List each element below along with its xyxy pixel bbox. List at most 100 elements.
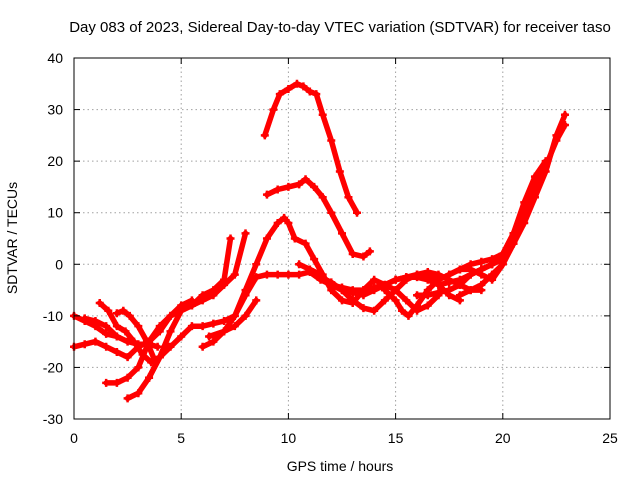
data-point <box>166 327 175 336</box>
data-point <box>80 314 89 323</box>
data-point <box>466 265 475 274</box>
y-tick-label: 40 <box>47 50 63 66</box>
data-point <box>123 353 132 362</box>
data-point <box>310 182 319 191</box>
data-point <box>130 337 139 346</box>
data-point <box>134 322 143 331</box>
data-point <box>455 265 464 274</box>
data-point <box>391 296 400 305</box>
data-point <box>80 340 89 349</box>
data-point <box>220 275 229 284</box>
data-point <box>292 79 301 88</box>
data-point <box>252 260 261 269</box>
data-point <box>477 270 486 279</box>
data-point <box>95 298 104 307</box>
data-point <box>301 175 310 184</box>
data-point <box>295 180 304 189</box>
y-tick-label: -20 <box>43 359 63 375</box>
data-point <box>560 121 569 130</box>
data-point <box>488 275 497 284</box>
data-point <box>284 219 293 228</box>
data-point <box>327 136 336 145</box>
data-point <box>164 342 173 351</box>
data-point <box>155 353 164 362</box>
data-point <box>353 208 362 217</box>
data-point <box>280 213 289 222</box>
data-point <box>138 350 147 359</box>
data-point <box>335 167 344 176</box>
data-point <box>134 389 143 398</box>
data-point <box>166 311 175 320</box>
data-point <box>125 311 134 320</box>
data-point <box>520 203 529 212</box>
x-tick-label: 15 <box>388 430 404 446</box>
data-point <box>112 347 121 356</box>
data-point <box>209 337 218 346</box>
data-point <box>455 275 464 284</box>
data-point <box>269 105 278 114</box>
data-point <box>318 193 327 202</box>
series-satellite-11 <box>80 314 121 341</box>
data-point <box>241 291 250 300</box>
data-point <box>423 301 432 310</box>
data-point <box>187 296 196 305</box>
series-satellite-12 <box>205 296 261 341</box>
series-satellite-10 <box>112 306 160 367</box>
data-point <box>262 190 271 199</box>
data-point <box>370 275 379 284</box>
data-point <box>230 270 239 279</box>
data-point <box>102 378 111 387</box>
y-tick-label: 0 <box>55 256 63 272</box>
data-point <box>498 260 507 269</box>
data-point <box>445 286 454 295</box>
data-point <box>413 291 422 300</box>
data-point <box>112 309 121 318</box>
series-satellite-4 <box>145 268 464 382</box>
plot-frame <box>73 57 611 420</box>
data-point <box>198 291 207 300</box>
series-satellite-2 <box>262 175 374 261</box>
data-point <box>252 273 261 282</box>
data-point <box>230 322 239 331</box>
data-point <box>327 278 336 287</box>
data-point <box>434 288 443 297</box>
data-point <box>209 286 218 295</box>
data-point <box>112 332 121 341</box>
data-point <box>220 317 229 326</box>
x-tick-label: 10 <box>281 430 297 446</box>
series-layer <box>70 79 569 403</box>
data-point <box>252 296 261 305</box>
y-tick-label: 20 <box>47 153 63 169</box>
data-point <box>91 317 100 326</box>
data-point <box>260 131 269 140</box>
data-point <box>541 162 550 171</box>
x-tick-label: 25 <box>602 430 618 446</box>
data-point <box>327 208 336 217</box>
data-point <box>112 378 121 387</box>
data-point <box>402 296 411 305</box>
data-point <box>391 286 400 295</box>
series-line <box>446 261 506 283</box>
y-tick-label: 30 <box>47 102 63 118</box>
data-point <box>284 270 293 279</box>
data-point <box>380 296 389 305</box>
data-point <box>241 311 250 320</box>
x-tick-label: 20 <box>495 430 511 446</box>
data-point <box>290 234 299 243</box>
axis-ticks <box>73 57 611 420</box>
data-point <box>359 291 368 300</box>
data-point <box>370 286 379 295</box>
data-point <box>455 291 464 300</box>
data-point <box>273 185 282 194</box>
data-point <box>273 219 282 228</box>
data-point <box>434 280 443 289</box>
series-line <box>146 269 463 381</box>
data-point <box>102 342 111 351</box>
data-point <box>423 291 432 300</box>
data-point <box>318 110 327 119</box>
data-point <box>348 296 357 305</box>
data-point <box>104 306 113 315</box>
data-point <box>560 110 569 119</box>
